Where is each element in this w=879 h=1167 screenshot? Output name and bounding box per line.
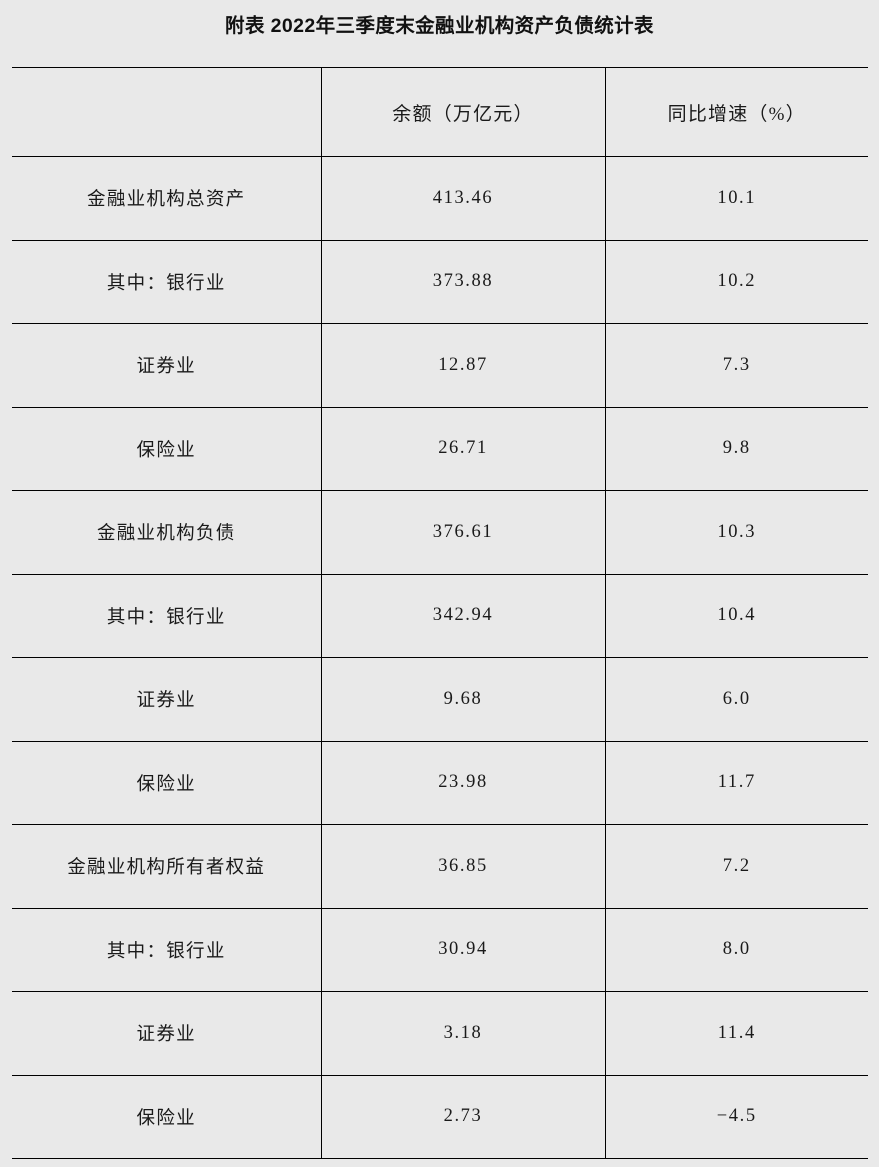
table-header-row: 余额（万亿元） 同比增速（%）: [12, 67, 868, 157]
table-row: 证券业 9.68 6.0: [12, 657, 868, 741]
table-row: 其中：银行业 342.94 10.4: [12, 573, 868, 658]
row-balance-cell: 342.94: [320, 573, 605, 658]
page-title: 附表 2022年三季度末金融业机构资产负债统计表: [225, 15, 654, 37]
row-yoy-value: 10.1: [717, 187, 757, 208]
row-label: 金融业机构所有者权益: [67, 858, 266, 879]
row-yoy-value: 7.2: [722, 855, 751, 876]
row-balance-value: 3.18: [443, 1022, 483, 1043]
row-balance-cell: 36.85: [320, 824, 605, 908]
column-header-balance-label: 余额（万亿元）: [392, 103, 534, 125]
row-label-cell: 金融业机构负债: [12, 490, 321, 574]
row-label: 其中：银行业: [106, 607, 226, 628]
row-yoy-value: 8.0: [722, 939, 751, 960]
row-balance-cell: 2.73: [320, 1074, 605, 1159]
row-label-cell: 金融业机构所有者权益: [12, 824, 321, 908]
row-yoy-value: 11.7: [717, 772, 756, 793]
row-balance-value: 30.94: [438, 939, 488, 960]
row-balance-cell: 373.88: [320, 239, 605, 324]
row-yoy-value: 11.4: [717, 1022, 756, 1043]
row-label: 保险业: [136, 774, 196, 795]
table-row: 保险业 26.71 9.8: [12, 406, 868, 491]
row-yoy-cell: 11.7: [604, 740, 868, 825]
row-balance-value: 413.46: [432, 187, 494, 208]
table-header: 余额（万亿元） 同比增速（%）: [12, 67, 868, 157]
row-label-cell: 保险业: [12, 406, 321, 491]
row-label-cell: 保险业: [12, 1074, 321, 1159]
statistics-table-container: 余额（万亿元） 同比增速（%） 金融业机构总资产 413.46 10.1 其中：…: [12, 67, 868, 1159]
table-row: 金融业机构所有者权益 36.85 7.2: [12, 824, 868, 908]
row-balance-cell: 9.68: [320, 657, 605, 741]
row-yoy-cell: 8.0: [604, 907, 868, 992]
column-header-balance: 余额（万亿元）: [320, 67, 605, 157]
row-yoy-cell: 6.0: [604, 657, 868, 741]
row-yoy-cell: 10.3: [604, 490, 868, 574]
row-yoy-cell: 7.3: [604, 323, 868, 407]
row-yoy-value: 7.3: [722, 354, 751, 375]
row-label: 金融业机构总资产: [87, 190, 246, 211]
row-yoy-cell: 7.2: [604, 824, 868, 908]
row-balance-value: 26.71: [438, 438, 488, 459]
row-balance-value: 23.98: [438, 772, 488, 793]
row-label: 证券业: [136, 691, 196, 712]
table-row: 证券业 3.18 11.4: [12, 991, 868, 1075]
row-label-cell: 其中：银行业: [12, 907, 321, 992]
row-label: 保险业: [136, 1108, 196, 1129]
row-label: 其中：银行业: [106, 941, 226, 962]
row-yoy-value: 9.8: [722, 438, 751, 459]
row-yoy-cell: 10.2: [604, 239, 868, 324]
row-label-cell: 保险业: [12, 740, 321, 825]
table-row: 金融业机构总资产 413.46 10.1: [12, 156, 868, 240]
row-label-cell: 证券业: [12, 657, 321, 741]
table-body: 金融业机构总资产 413.46 10.1 其中：银行业 373.88 10.2 …: [12, 156, 868, 1159]
row-yoy-cell: 10.4: [604, 573, 868, 658]
row-balance-value: 376.61: [432, 521, 494, 542]
table-row: 保险业 2.73 −4.5: [12, 1074, 868, 1159]
table-row: 其中：银行业 30.94 8.0: [12, 907, 868, 992]
row-yoy-value: 10.3: [717, 521, 757, 542]
row-balance-value: 36.85: [438, 855, 488, 876]
row-yoy-value: 10.4: [717, 605, 757, 626]
row-balance-value: 373.88: [432, 271, 494, 292]
row-balance-value: 2.73: [443, 1106, 483, 1127]
row-balance-cell: 23.98: [320, 740, 605, 825]
statistics-table: 余额（万亿元） 同比增速（%） 金融业机构总资产 413.46 10.1 其中：…: [12, 67, 868, 1159]
row-yoy-cell: 11.4: [604, 991, 868, 1075]
row-balance-cell: 3.18: [320, 991, 605, 1075]
row-yoy-cell: 9.8: [604, 406, 868, 491]
column-header-yoy-label: 同比增速（%）: [667, 103, 806, 125]
row-balance-value: 9.68: [443, 688, 483, 709]
row-label: 证券业: [136, 1025, 196, 1046]
row-label-cell: 金融业机构总资产: [12, 156, 321, 240]
row-label: 金融业机构负债: [96, 524, 236, 545]
table-row: 其中：银行业 373.88 10.2: [12, 239, 868, 324]
row-yoy-cell: −4.5: [604, 1074, 868, 1159]
column-header-item: [12, 67, 321, 157]
table-row: 保险业 23.98 11.7: [12, 740, 868, 825]
row-yoy-value: −4.5: [716, 1106, 757, 1127]
row-balance-cell: 413.46: [320, 156, 605, 240]
column-header-yoy: 同比增速（%）: [604, 67, 868, 157]
row-yoy-value: 10.2: [717, 271, 757, 292]
row-label-cell: 证券业: [12, 323, 321, 407]
row-balance-value: 12.87: [438, 354, 488, 375]
row-yoy-value: 6.0: [722, 688, 751, 709]
row-balance-cell: 376.61: [320, 490, 605, 574]
row-label: 保险业: [136, 440, 196, 461]
row-balance-cell: 26.71: [320, 406, 605, 491]
row-balance-cell: 12.87: [320, 323, 605, 407]
table-row: 证券业 12.87 7.3: [12, 323, 868, 407]
table-row: 金融业机构负债 376.61 10.3: [12, 490, 868, 574]
row-label-cell: 其中：银行业: [12, 573, 321, 658]
row-label-cell: 其中：银行业: [12, 239, 321, 324]
row-balance-value: 342.94: [432, 605, 494, 626]
row-label: 其中：银行业: [106, 273, 226, 294]
row-yoy-cell: 10.1: [604, 156, 868, 240]
row-label: 证券业: [136, 357, 196, 378]
row-label-cell: 证券业: [12, 991, 321, 1075]
row-balance-cell: 30.94: [320, 907, 605, 992]
